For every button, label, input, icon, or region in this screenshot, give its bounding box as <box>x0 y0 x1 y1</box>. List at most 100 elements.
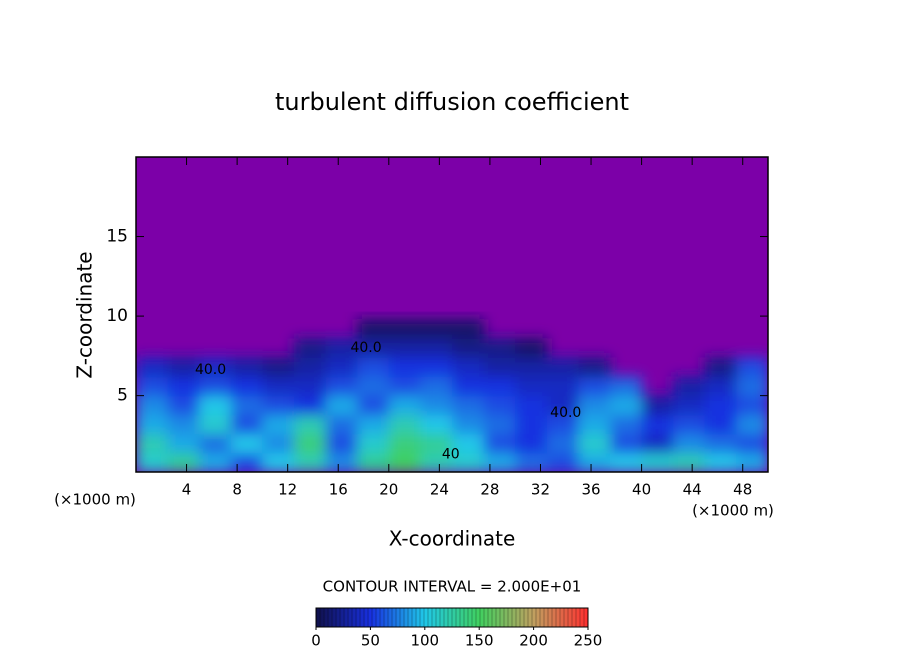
cell <box>325 357 358 378</box>
cell <box>294 376 327 397</box>
cell <box>294 395 327 416</box>
x-tick-label: 28 <box>480 481 499 499</box>
contour-label: 40.0 <box>350 340 381 356</box>
cell <box>452 414 485 435</box>
cell <box>199 395 232 416</box>
colorbar-tick-label: 100 <box>410 632 439 650</box>
colorbar-tick-label: 250 <box>574 632 603 650</box>
cell <box>641 395 674 416</box>
cell <box>357 414 390 435</box>
cell <box>483 452 516 472</box>
cell <box>388 433 421 454</box>
cell <box>673 414 706 435</box>
cell <box>294 357 327 378</box>
cell <box>736 433 768 454</box>
cell <box>452 357 485 378</box>
cell <box>546 395 579 416</box>
contour-label: 40.0 <box>550 405 581 421</box>
field <box>136 157 768 472</box>
y-tick-label: 10 <box>106 306 128 326</box>
y-tick-label: 5 <box>117 386 128 406</box>
cell <box>578 357 611 378</box>
cell <box>515 414 548 435</box>
cell <box>388 376 421 397</box>
cell <box>452 319 485 339</box>
cell <box>483 376 516 397</box>
cell <box>736 452 768 472</box>
cell <box>515 395 548 416</box>
cell <box>230 376 263 397</box>
cell <box>199 357 232 378</box>
cell <box>641 414 674 435</box>
cell <box>673 452 706 472</box>
x-tick-label: 12 <box>278 481 297 499</box>
cell <box>546 433 579 454</box>
cell <box>325 376 358 397</box>
cell <box>199 452 232 472</box>
cell <box>388 395 421 416</box>
cell <box>483 357 516 378</box>
cell <box>736 376 768 397</box>
cell <box>483 414 516 435</box>
cell <box>167 357 200 378</box>
cell <box>673 376 706 397</box>
plot-frame <box>135 156 769 473</box>
colorbar-tick-label: 200 <box>519 632 548 650</box>
cell <box>515 338 548 358</box>
cell <box>262 452 295 472</box>
cell <box>262 357 295 378</box>
cell <box>167 433 200 454</box>
cell <box>420 452 453 472</box>
cell <box>294 414 327 435</box>
cell <box>199 433 232 454</box>
x-tick-label: 44 <box>683 481 702 499</box>
cell <box>357 319 390 339</box>
chart-title: turbulent diffusion coefficient <box>275 88 629 116</box>
cell <box>420 319 453 339</box>
cell <box>388 319 421 339</box>
cell <box>388 414 421 435</box>
cell <box>578 452 611 472</box>
colorbar-tick-label: 0 <box>311 632 321 650</box>
cell <box>515 357 548 378</box>
cell <box>420 338 453 358</box>
cell <box>230 452 263 472</box>
cell <box>136 452 169 472</box>
contour-label: 40.0 <box>195 362 226 378</box>
cell <box>546 414 579 435</box>
cell <box>357 357 390 378</box>
cell <box>578 433 611 454</box>
cell <box>199 376 232 397</box>
cell <box>357 433 390 454</box>
cell <box>704 395 737 416</box>
x-tick-label: 32 <box>531 481 550 499</box>
cell <box>230 414 263 435</box>
cell <box>325 433 358 454</box>
cell <box>704 376 737 397</box>
cell <box>452 452 485 472</box>
cell <box>136 414 169 435</box>
cell <box>262 376 295 397</box>
cell <box>167 395 200 416</box>
cell <box>262 433 295 454</box>
x-unit: (×1000 m) <box>692 502 774 520</box>
cell <box>262 414 295 435</box>
cell <box>704 357 737 378</box>
colorbar-tick-label: 150 <box>465 632 494 650</box>
cell <box>136 376 169 397</box>
cell <box>515 452 548 472</box>
cell <box>420 433 453 454</box>
cell <box>546 452 579 472</box>
cell <box>641 433 674 454</box>
cell <box>704 414 737 435</box>
cell <box>167 414 200 435</box>
x-tick-label: 48 <box>733 481 752 499</box>
x-axis-label: X-coordinate <box>389 527 516 551</box>
cell <box>388 452 421 472</box>
cell <box>357 395 390 416</box>
cell <box>515 433 548 454</box>
cell <box>388 338 421 358</box>
contour-interval: CONTOUR INTERVAL = 2.000E+01 <box>323 578 582 596</box>
y-tick-label: 15 <box>106 227 128 247</box>
